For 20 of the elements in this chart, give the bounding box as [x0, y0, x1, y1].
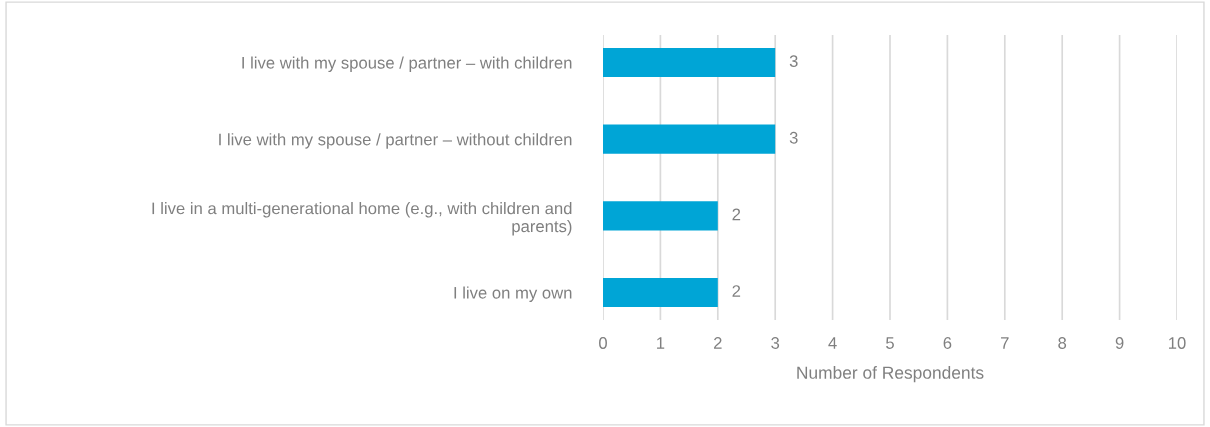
x-tick-label: 6 [943, 337, 952, 349]
x-tick-label: 0 [599, 337, 607, 349]
x-tick-label: 7 [1001, 337, 1009, 349]
x-tick-label: 8 [1058, 337, 1067, 349]
y-tick-label: I live in a multi-generational home (e.g., with children and parents) [152, 202, 572, 236]
y-tick-label: I live with my spouse / partner – with children [242, 56, 572, 73]
data-label: 2 [732, 285, 741, 297]
data-label: 3 [789, 55, 798, 67]
x-tick-label: 5 [886, 337, 894, 349]
y-tick-label: I live with my spouse / partner – without children [219, 133, 572, 149]
x-tick-label: 4 [828, 337, 837, 349]
x-tick-label: 10 [1169, 337, 1186, 349]
data-label: 3 [789, 131, 798, 144]
x-tick-label: 3 [771, 337, 780, 349]
x-tick-label: 9 [1115, 337, 1124, 349]
x-tick-label: 2 [714, 337, 722, 349]
y-tick-label: I live on my own [454, 286, 572, 302]
x-tick-label: 1 [657, 337, 665, 349]
x-axis-title: Number of Respondents [797, 366, 984, 383]
data-label: 2 [732, 208, 741, 221]
